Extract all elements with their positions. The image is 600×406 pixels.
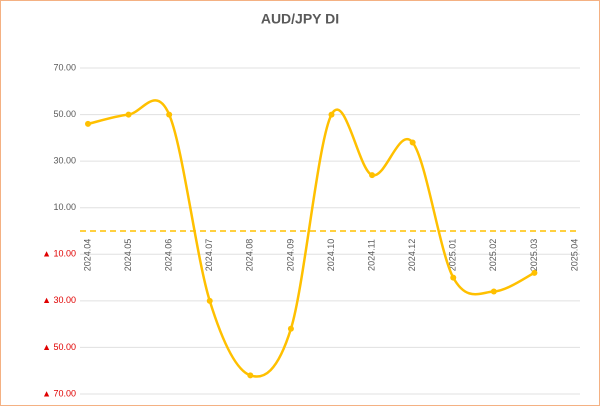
point bbox=[166, 111, 173, 118]
x-tick-label: 2025.02 bbox=[488, 239, 498, 272]
x-tick-label: 2024.11 bbox=[366, 239, 376, 271]
x-tick-label: 2024.05 bbox=[123, 239, 133, 272]
y-tick-label: ▲ 30.00 bbox=[42, 295, 76, 305]
y-tick-label: 10.00 bbox=[53, 202, 76, 212]
x-tick-label: 2025.03 bbox=[529, 239, 539, 272]
point bbox=[125, 111, 132, 118]
x-tick-label: 2025.01 bbox=[448, 239, 458, 272]
y-tick-label: ▲ 10.00 bbox=[42, 249, 76, 259]
y-tick-label: 50.00 bbox=[53, 109, 76, 119]
chart-title: AUD/JPY DI bbox=[261, 11, 339, 27]
x-tick-label: 2024.09 bbox=[285, 239, 295, 272]
point bbox=[247, 372, 254, 379]
y-tick-label: 30.00 bbox=[53, 156, 76, 166]
x-tick-label: 2024.06 bbox=[164, 239, 174, 272]
point bbox=[531, 269, 538, 276]
point bbox=[490, 288, 497, 295]
y-tick-label: ▲ 70.00 bbox=[42, 388, 76, 398]
point bbox=[206, 297, 213, 304]
point bbox=[328, 111, 335, 118]
x-tick-label: 2025.04 bbox=[569, 239, 579, 272]
x-tick-label: 2024.04 bbox=[82, 239, 92, 272]
point bbox=[409, 139, 416, 146]
y-tick-label: ▲ 50.00 bbox=[42, 342, 76, 352]
x-tick-label: 2024.07 bbox=[204, 239, 214, 272]
y-tick-label: 70.00 bbox=[53, 62, 76, 72]
point bbox=[85, 120, 91, 127]
x-tick-label: 2024.12 bbox=[407, 239, 417, 272]
point bbox=[450, 274, 457, 281]
line bbox=[87, 99, 535, 378]
point bbox=[369, 172, 376, 179]
x-tick-label: 2024.10 bbox=[326, 239, 336, 272]
point bbox=[287, 325, 294, 332]
x-tick-label: 2024.08 bbox=[245, 239, 255, 272]
